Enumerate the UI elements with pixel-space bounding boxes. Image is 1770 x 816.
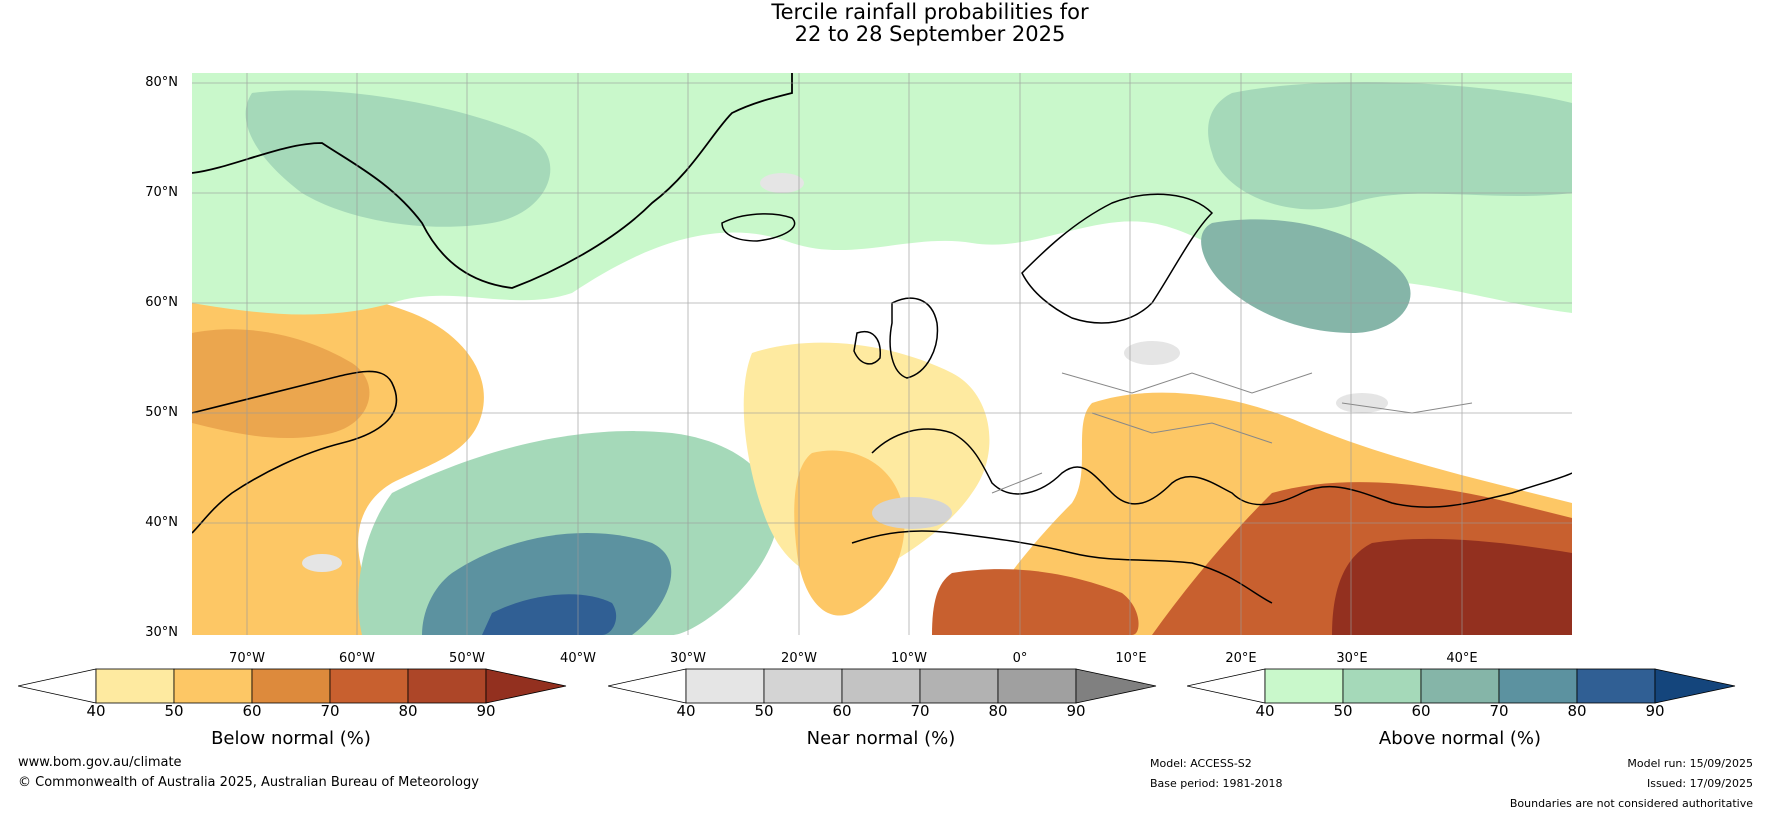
below-normal-colorbar — [18, 668, 567, 704]
colorbar-segment — [329, 668, 409, 704]
copyright-notice: © Commonwealth of Australia 2025, Austra… — [18, 775, 479, 790]
website-link[interactable]: www.bom.gov.au/climate — [18, 755, 182, 770]
colorbar-segment — [685, 668, 765, 704]
north-africa-coastline — [851, 530, 1273, 604]
above-normal-colorbar — [1187, 668, 1736, 704]
colorbar-segment — [173, 668, 253, 704]
colorbar-segment — [407, 668, 487, 704]
colorbar-segment — [1576, 668, 1656, 704]
below-normal-core-west — [192, 329, 370, 439]
lon-label-30e: 30°E — [1336, 651, 1368, 666]
colorbar-tick: 50 — [164, 702, 184, 720]
lon-label-10e: 10°E — [1115, 651, 1147, 666]
lon-label-20w: 20°W — [781, 651, 817, 666]
below-normal-iberia — [794, 450, 905, 616]
lon-label-0: 0° — [1012, 651, 1028, 666]
colorbar-tick: 50 — [1333, 702, 1353, 720]
lon-label-60w: 60°W — [339, 651, 375, 666]
colorbar-segment — [251, 668, 331, 704]
near-normal-patch-2 — [872, 497, 952, 529]
lon-label-50w: 50°W — [449, 651, 485, 666]
colorbar-segment — [1075, 668, 1157, 704]
colorbar-segment — [1498, 668, 1578, 704]
lon-label-20e: 20°E — [1225, 651, 1257, 666]
colorbar-segment — [1342, 668, 1422, 704]
near-normal-patch-1 — [760, 173, 804, 193]
near-normal-patch-3 — [1124, 341, 1180, 365]
colorbar-segment — [763, 668, 843, 704]
colorbar-segment — [18, 668, 97, 704]
above-normal-mid-atlantic-deep — [482, 594, 617, 635]
colorbar-segment — [997, 668, 1077, 704]
colorbar-tick: 40 — [676, 702, 696, 720]
colorbar-segment — [1264, 668, 1344, 704]
colorbar-tick: 70 — [910, 702, 930, 720]
colorbar-segment — [485, 668, 567, 704]
graticule — [192, 73, 1572, 635]
colorbar-tick: 80 — [1567, 702, 1587, 720]
map-title-line-1: Tercile rainfall probabilities for — [771, 0, 1089, 24]
issued-date: Issued: 17/09/2025 — [1646, 777, 1753, 790]
above-normal-colorbar-title: Above normal (%) — [1378, 728, 1542, 749]
colorbar-segment — [919, 668, 999, 704]
colorbar-tick: 60 — [1411, 702, 1431, 720]
base-period: Base period: 1981-2018 — [1150, 777, 1283, 790]
colorbar-segment — [1420, 668, 1500, 704]
below-normal-middle-east-deep — [1332, 538, 1572, 635]
boundaries-disclaimer: Boundaries are not considered authoritat… — [1509, 797, 1753, 810]
lon-label-40e: 40°E — [1446, 651, 1478, 666]
model-run-date: Model run: 15/09/2025 — [1627, 757, 1753, 770]
lat-label-50n: 50°N — [145, 405, 178, 420]
colorbar-tick: 80 — [988, 702, 1008, 720]
tercile-probability-map — [192, 73, 1572, 635]
above-normal-scandinavia — [1201, 219, 1411, 333]
europe-mediterranean-coastline — [871, 428, 1572, 508]
colorbar-tick: 60 — [242, 702, 262, 720]
model-name: Model: ACCESS-S2 — [1150, 757, 1252, 770]
colorbar-tick: 80 — [398, 702, 418, 720]
lat-label-60n: 60°N — [145, 295, 178, 310]
colorbar-tick: 40 — [1255, 702, 1275, 720]
greenland-coastline — [192, 73, 793, 289]
colorbar-segment — [841, 668, 921, 704]
colorbar-tick: 90 — [1066, 702, 1086, 720]
colorbar-segment — [608, 668, 687, 704]
below-normal-north-africa — [932, 569, 1139, 635]
lon-label-30w: 30°W — [670, 651, 706, 666]
below-normal-colorbar-title: Below normal (%) — [211, 728, 371, 749]
lon-label-40w: 40°W — [560, 651, 596, 666]
colorbar-tick: 50 — [754, 702, 774, 720]
colorbar-tick: 90 — [1645, 702, 1665, 720]
lon-label-10w: 10°W — [891, 651, 927, 666]
near-normal-colorbar-title: Near normal (%) — [806, 728, 956, 749]
scandinavia-coastline — [1021, 193, 1214, 324]
colorbar-segment — [95, 668, 175, 704]
colorbar-tick: 40 — [86, 702, 106, 720]
near-normal-colorbar — [608, 668, 1157, 704]
colorbar-tick: 90 — [476, 702, 496, 720]
near-normal-patch-5 — [302, 554, 342, 572]
colorbar-segment — [1654, 668, 1736, 704]
colorbar-tick: 60 — [832, 702, 852, 720]
lon-label-70w: 70°W — [229, 651, 265, 666]
lat-label-30n: 30°N — [145, 625, 178, 640]
lat-label-70n: 70°N — [145, 185, 178, 200]
north-america-coastline — [192, 370, 398, 534]
lat-label-80n: 80°N — [145, 75, 178, 90]
colorbar-tick: 70 — [1489, 702, 1509, 720]
above-normal-barents — [1208, 82, 1572, 210]
map-title-line-2: 22 to 28 September 2025 — [794, 22, 1066, 46]
colorbar-segment — [1187, 668, 1266, 704]
country-borders — [991, 372, 1473, 494]
british-isles-coastline — [853, 297, 939, 379]
iceland-coastline — [721, 213, 796, 242]
lat-label-40n: 40°N — [145, 515, 178, 530]
colorbar-tick: 70 — [320, 702, 340, 720]
